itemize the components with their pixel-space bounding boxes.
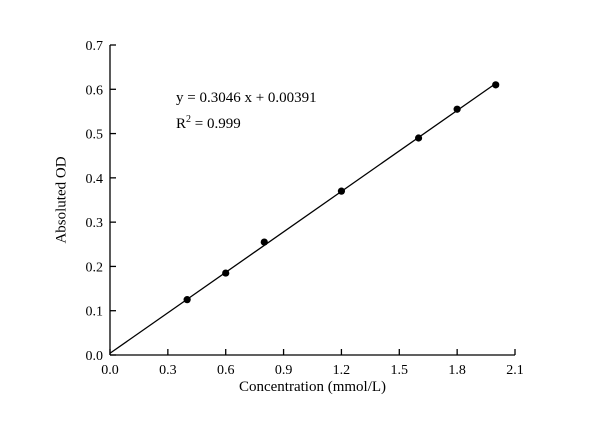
y-tick-label: 0.3 [86,216,104,231]
y-tick-label: 0.4 [86,172,104,187]
data-point [492,81,500,89]
data-point [260,238,268,246]
r-squared: R2 = 0.999 [176,111,317,137]
y-tick-label: 0.0 [86,349,104,364]
fit-line [109,82,497,354]
r-squared-base: R [176,116,187,132]
x-tick-label: 1.8 [448,363,466,378]
x-tick-label: 0.6 [217,363,235,378]
data-point [414,134,423,142]
data-point [222,269,230,277]
data-point [337,187,346,195]
x-tick-label: 0.3 [159,363,177,378]
x-tick-label: 0.9 [275,363,293,378]
data-point [453,105,461,113]
y-tick-label: 0.5 [86,128,104,143]
y-tick-label: 0.7 [86,39,104,54]
y-tick-label: 0.1 [86,305,104,320]
y-tick-label: 0.2 [86,260,104,275]
fit-annotation: y = 0.3046 x + 0.00391 R2 = 0.999 [176,85,317,137]
x-tick-label: 0.0 [101,363,119,378]
data-point [183,296,191,304]
r-squared-value: = 0.999 [191,116,241,132]
x-tick-label: 1.5 [391,363,409,378]
x-tick-label: 1.2 [333,363,351,378]
y-tick-label: 0.6 [86,83,104,98]
x-tick-label: 2.1 [506,363,524,378]
r-squared-exponent: 2 [186,114,192,125]
fit-equation: y = 0.3046 x + 0.00391 [176,90,317,106]
x-axis-title: Concentration (mmol/L) [238,379,387,395]
y-axis-title: Absoluted OD [53,156,70,244]
